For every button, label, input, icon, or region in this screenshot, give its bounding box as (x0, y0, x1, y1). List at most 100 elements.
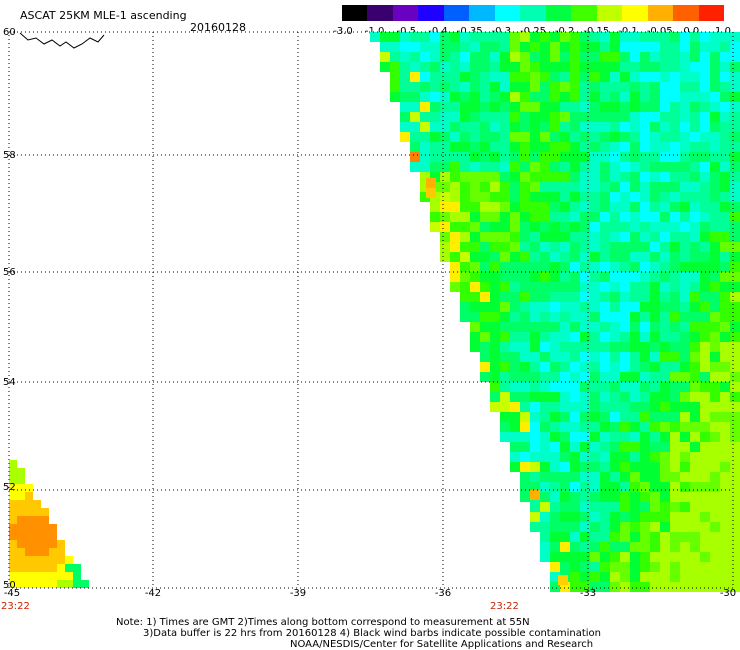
data-cell (500, 222, 510, 232)
data-cell (49, 564, 57, 572)
data-cell (630, 192, 640, 202)
data-cell (630, 452, 640, 462)
data-cell (530, 522, 540, 532)
data-cell (660, 242, 670, 252)
data-cell (590, 432, 600, 442)
data-cell (650, 382, 660, 392)
data-cell (33, 564, 41, 572)
data-cell (590, 562, 600, 572)
data-cell (480, 232, 490, 242)
data-cell (480, 342, 490, 352)
data-cell (490, 102, 500, 112)
data-cell (620, 502, 630, 512)
data-cell (520, 222, 530, 232)
data-cell (540, 442, 550, 452)
data-cell (580, 492, 590, 502)
data-cell (710, 332, 720, 342)
data-cell (610, 132, 620, 142)
data-cell (540, 42, 550, 52)
data-cell (9, 476, 17, 484)
data-cell (680, 462, 690, 472)
data-cell (650, 522, 660, 532)
data-cell (690, 532, 700, 542)
data-cell (590, 342, 600, 352)
data-cell (17, 492, 25, 500)
data-cell (670, 262, 680, 272)
data-cell (640, 112, 650, 122)
data-cell (550, 282, 560, 292)
data-cell (550, 152, 560, 162)
data-cell (41, 540, 49, 548)
data-cell (450, 272, 460, 282)
data-cell (650, 92, 660, 102)
data-cell (570, 262, 580, 272)
data-cell (590, 352, 600, 362)
data-cell (610, 582, 620, 592)
data-cell (730, 212, 740, 222)
data-cell (660, 382, 670, 392)
data-cell (500, 202, 510, 212)
data-cell (560, 562, 570, 572)
data-cell (590, 422, 600, 432)
data-cell (460, 42, 470, 52)
data-cell (690, 522, 700, 532)
data-cell (410, 122, 420, 132)
data-cell (680, 542, 690, 552)
data-cell (460, 202, 470, 212)
data-cell (570, 562, 580, 572)
data-cell (630, 52, 640, 62)
data-cell (630, 332, 640, 342)
data-cell (580, 62, 590, 72)
data-cell (730, 462, 740, 472)
data-cell (390, 72, 400, 82)
data-cell (540, 92, 550, 102)
data-cell (530, 62, 540, 72)
data-cell (49, 548, 57, 556)
data-cell (690, 172, 700, 182)
data-cell (670, 172, 680, 182)
data-cell (730, 172, 740, 182)
data-cell (720, 342, 730, 352)
data-cell (580, 342, 590, 352)
data-cell (550, 402, 560, 412)
data-cell (580, 292, 590, 302)
data-cell (520, 492, 530, 502)
data-cell (650, 32, 660, 42)
data-cell (710, 52, 720, 62)
data-cell (510, 42, 520, 52)
data-cell (520, 452, 530, 462)
color-scale-segment (698, 5, 725, 21)
data-cell (700, 392, 710, 402)
data-cell (460, 222, 470, 232)
data-cell (550, 502, 560, 512)
data-cell (670, 452, 680, 462)
data-cell (560, 102, 570, 112)
data-cell (590, 202, 600, 212)
data-cell (670, 402, 680, 412)
data-cell (17, 572, 25, 580)
data-cell (480, 262, 490, 272)
data-cell (400, 102, 410, 112)
data-cell (550, 412, 560, 422)
data-cell (690, 82, 700, 92)
data-cell (570, 582, 580, 592)
data-cell (430, 212, 440, 222)
data-cell (550, 52, 560, 62)
data-cell (420, 152, 430, 162)
data-cell (500, 302, 510, 312)
data-cell (610, 562, 620, 572)
data-cell (600, 352, 610, 362)
data-cell (690, 572, 700, 582)
data-cell (680, 272, 690, 282)
data-cell (580, 332, 590, 342)
data-cell (720, 182, 730, 192)
data-cell (730, 62, 740, 72)
coastline (19, 32, 105, 49)
data-cell (530, 262, 540, 272)
data-cell (710, 202, 720, 212)
data-cell (49, 540, 57, 548)
data-cell (690, 42, 700, 52)
data-cell (680, 142, 690, 152)
data-cell (550, 552, 560, 562)
data-cell (670, 122, 680, 132)
